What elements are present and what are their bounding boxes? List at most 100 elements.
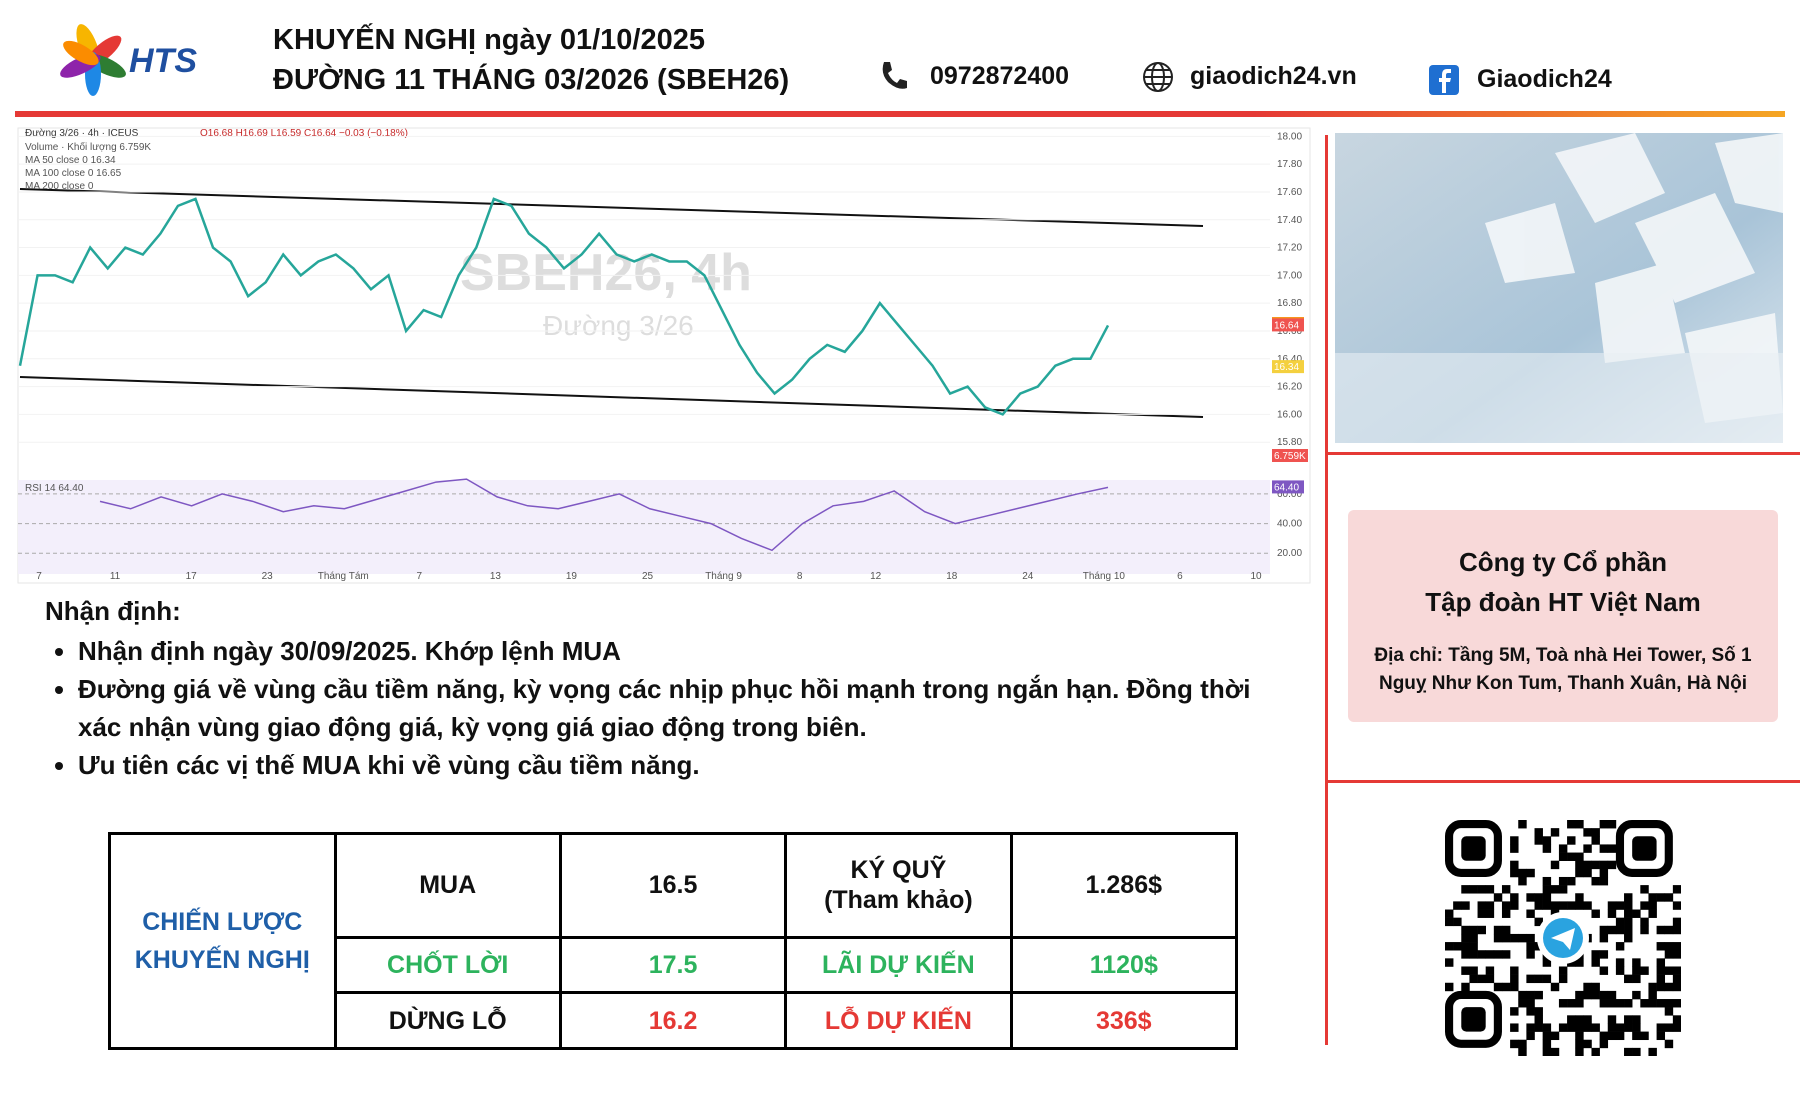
legend-line: MA 100 close 0 16.65 [25,168,122,179]
qr-cell [1493,933,1503,943]
qr-cell [1518,999,1527,1008]
qr-cell [1453,942,1462,951]
qr-cell [1461,836,1486,861]
price-badge [1272,360,1304,374]
title-line: KHUYẾN NGHỊ ngày 01/10/2025 [273,24,705,56]
qr-cell [1591,950,1600,959]
qr-cell [1510,844,1519,853]
qr-cell [1624,933,1633,943]
qr-cell [1583,1015,1592,1024]
qr-cell [1599,925,1609,935]
qr-cell [1583,990,1592,1000]
chart-title: Đường 3/26 · 4h · ICEUS [25,128,139,139]
qr-cell [1534,901,1543,910]
qr-cell [1526,893,1535,902]
x-tick-label: 6 [1177,571,1183,582]
qr-cell [1672,917,1681,927]
qr-cell [1672,1023,1681,1032]
qr-cell [1607,1015,1617,1024]
company-address: Nguỵ Như Kon Tum, Thanh Xuân, Hà Nội [1378,673,1748,694]
sugar-image [1335,133,1783,443]
qr-cell [1469,925,1478,935]
qr-cell [1485,885,1495,894]
table-cell: 16.5 [558,832,788,939]
qr-cell [1615,942,1625,951]
qr-cell [1501,950,1511,959]
phone: 0972872400 [930,62,1070,90]
qr-cell [1664,925,1674,935]
chart: SBEH26, 4h Đường 3/26 Đường 3/26 · 4h · … [17,127,1311,584]
qr-cell [1477,909,1486,918]
qr-cell [1624,893,1633,902]
qr-cell [1469,974,1478,984]
qr-cell [1461,966,1470,975]
x-tick-label: 7 [36,571,42,582]
table-cell: 17.5 [558,935,788,995]
qr-code [1445,820,1681,1056]
qr-cell [1672,950,1681,959]
qr-cell [1624,917,1633,927]
qr-cell [1526,950,1535,959]
qr-cell [1567,820,1576,829]
qr-cell [1648,1047,1657,1056]
qr-cell [1575,893,1584,902]
qr-cell [1591,1023,1600,1032]
qr-cell [1469,966,1478,975]
x-tick-label: 18 [946,571,958,582]
qr-cell [1599,1039,1609,1049]
qr-cell [1510,868,1519,878]
qr-cell [1542,1047,1552,1056]
qr-cell [1518,1047,1527,1056]
qr-cell [1542,885,1552,894]
y-tick-label: 17.40 [1277,215,1302,226]
qr-cell [1510,860,1519,870]
x-tick-label: Tháng 9 [705,571,742,582]
header-rule [15,111,1785,117]
qr-cell [1664,966,1674,975]
x-tick-label: 10 [1250,571,1262,582]
qr-cell [1632,1015,1641,1024]
qr-cell [1583,828,1592,837]
website: giaodich24.vn [1190,62,1357,90]
qr-cell [1664,893,1674,902]
qr-cell [1445,909,1454,918]
qr-cell [1526,999,1535,1008]
qr-cell [1558,876,1568,886]
qr-cell [1591,860,1600,870]
qr-cell [1632,990,1641,1000]
qr-cell [1632,1047,1641,1056]
qr-cell [1558,974,1568,984]
qr-cell [1493,893,1503,902]
price-badge-label: 16.34 [1274,362,1299,373]
qr-cell [1599,844,1609,853]
qr-cell [1624,925,1633,935]
logo-text: HTS [129,42,197,80]
y-tick-label: 16.20 [1277,382,1302,393]
qr-cell [1477,925,1486,935]
qr-cell [1550,885,1560,894]
y-tick-label: 17.60 [1277,187,1302,198]
qr-cell [1599,966,1609,975]
qr-cell [1632,836,1657,861]
qr-cell [1461,933,1470,943]
qr-cell [1664,1007,1674,1016]
qr-cell [1624,1023,1633,1032]
qr-cell [1672,925,1681,935]
qr-cell [1485,901,1495,910]
divider [1325,135,1328,1045]
qr-cell [1607,990,1617,1000]
qr-cell [1607,909,1617,918]
qr-cell [1542,893,1552,902]
rsi-line [99,478,1109,552]
table-cell: LỖ DỰ KIẾN [784,991,1013,1050]
qr-cell [1624,999,1633,1008]
qr-cell [1518,990,1527,1000]
phone-icon [882,62,907,89]
y-tick-label: 15.80 [1277,437,1302,448]
qr-cell [1461,901,1470,910]
qr-cell [1591,958,1600,967]
qr-cell [1510,1023,1519,1032]
qr-cell [1624,909,1633,918]
qr-cell [1599,990,1609,1000]
